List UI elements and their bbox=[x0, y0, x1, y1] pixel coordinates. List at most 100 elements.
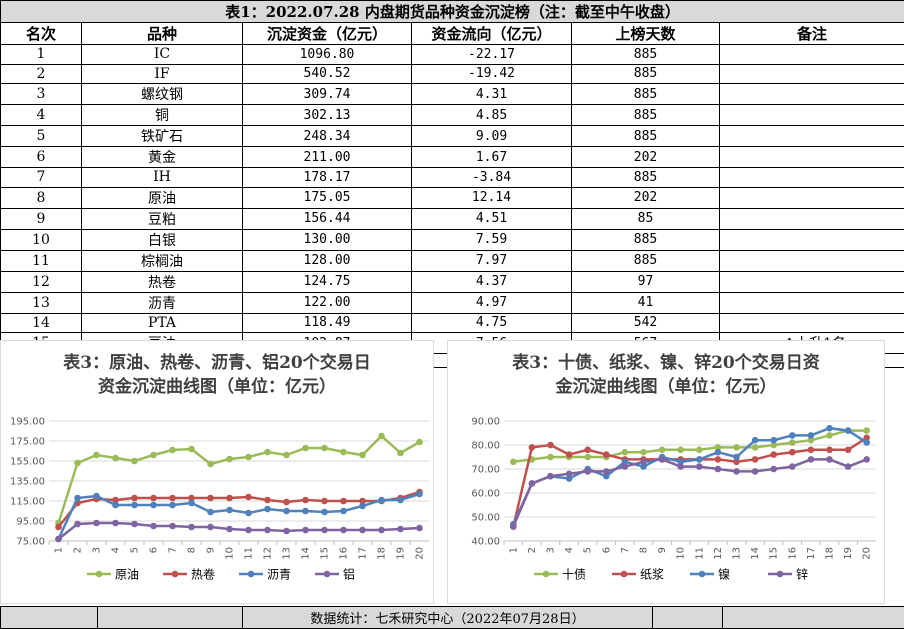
rank-cell: 14 bbox=[1, 313, 82, 333]
data-point bbox=[547, 473, 554, 480]
note-cell bbox=[720, 208, 904, 229]
footer-cell bbox=[1, 607, 98, 629]
rank-cell: 2 bbox=[1, 64, 82, 84]
variety-cell: PTA bbox=[82, 313, 243, 333]
x-tick-label: 20 bbox=[415, 547, 426, 560]
data-point bbox=[863, 427, 870, 434]
variety-cell: IC bbox=[82, 45, 243, 65]
data-point bbox=[770, 451, 777, 458]
legend-marker bbox=[777, 571, 784, 578]
data-point bbox=[112, 520, 119, 527]
flow-cell: 4.31 bbox=[412, 84, 572, 105]
data-point bbox=[826, 456, 833, 463]
data-point bbox=[863, 456, 870, 463]
data-point bbox=[677, 463, 684, 470]
data-point bbox=[378, 527, 385, 534]
x-tick-label: 14 bbox=[301, 547, 312, 560]
data-point bbox=[808, 432, 815, 439]
data-point bbox=[340, 449, 347, 456]
data-point bbox=[789, 432, 796, 439]
days-cell: 885 bbox=[572, 45, 720, 65]
data-point bbox=[264, 527, 271, 534]
data-point bbox=[207, 495, 214, 502]
data-point bbox=[416, 491, 423, 498]
data-point bbox=[547, 442, 554, 449]
data-point bbox=[416, 439, 423, 446]
legend-marker bbox=[248, 571, 255, 578]
flow-cell: 4.75 bbox=[412, 313, 572, 333]
data-point bbox=[283, 499, 290, 506]
days-cell: 542 bbox=[572, 313, 720, 333]
data-point bbox=[302, 497, 309, 504]
rank-cell: 3 bbox=[1, 84, 82, 105]
data-point bbox=[169, 523, 176, 530]
x-tick-label: 5 bbox=[130, 547, 141, 553]
data-point bbox=[112, 502, 119, 509]
fund-cell: 124.75 bbox=[243, 271, 412, 292]
note-cell bbox=[720, 105, 904, 126]
legend-label: 沥青 bbox=[267, 568, 291, 582]
variety-cell: 豆粕 bbox=[82, 208, 243, 229]
data-point bbox=[808, 456, 815, 463]
data-point bbox=[74, 495, 81, 502]
data-point bbox=[397, 450, 404, 457]
flow-cell: -22.17 bbox=[412, 45, 572, 65]
days-cell: 885 bbox=[572, 250, 720, 271]
chart-1-title-line-2: 资金沉淀曲线图（单位：亿元） bbox=[1, 375, 433, 399]
flow-cell: 4.85 bbox=[412, 105, 572, 126]
note-cell bbox=[720, 45, 904, 65]
footer-cell bbox=[653, 607, 723, 629]
days-cell: 97 bbox=[572, 271, 720, 292]
x-tick-label: 6 bbox=[149, 547, 160, 553]
data-point bbox=[863, 439, 870, 446]
data-point bbox=[226, 495, 233, 502]
note-cell bbox=[720, 187, 904, 208]
variety-cell: 棕榈油 bbox=[82, 250, 243, 271]
flow-cell: 12.14 bbox=[412, 187, 572, 208]
fund-cell: 1096.80 bbox=[243, 45, 412, 65]
data-point bbox=[529, 444, 536, 451]
variety-cell: 螺纹钢 bbox=[82, 84, 243, 105]
data-point bbox=[378, 497, 385, 504]
days-cell: 885 bbox=[572, 168, 720, 188]
days-cell: 41 bbox=[572, 292, 720, 313]
y-tick-label: 60.00 bbox=[471, 489, 500, 500]
flow-cell: 9.09 bbox=[412, 126, 572, 147]
x-tick-label: 15 bbox=[769, 547, 780, 560]
x-tick-label: 10 bbox=[676, 547, 687, 560]
x-tick-label: 5 bbox=[583, 547, 594, 553]
y-tick-label: 135.00 bbox=[10, 477, 45, 488]
data-point bbox=[226, 507, 233, 514]
data-point bbox=[150, 523, 157, 530]
data-point bbox=[752, 456, 759, 463]
rank-cell: 7 bbox=[1, 168, 82, 188]
data-point bbox=[74, 521, 81, 528]
data-point bbox=[845, 447, 852, 454]
footer-source: 数据统计：七禾研究中心（2022年07月28日） bbox=[243, 607, 653, 629]
data-point bbox=[131, 458, 138, 465]
column-header: 名次 bbox=[1, 23, 82, 45]
data-point bbox=[715, 466, 722, 473]
data-point bbox=[264, 449, 271, 456]
column-header: 资金流向（亿元） bbox=[412, 23, 572, 45]
data-point bbox=[93, 493, 100, 500]
data-point bbox=[752, 437, 759, 444]
x-tick-label: 7 bbox=[168, 547, 179, 553]
fund-cell: 248.34 bbox=[243, 126, 412, 147]
data-point bbox=[789, 463, 796, 470]
data-point bbox=[826, 425, 833, 432]
data-point bbox=[321, 498, 328, 505]
chart-2-title-line-1: 表3：十债、纸浆、镍、锌20个交易日资 bbox=[448, 351, 884, 375]
x-tick-label: 9 bbox=[206, 547, 217, 553]
fund-cell: 302.13 bbox=[243, 105, 412, 126]
data-point bbox=[603, 451, 610, 458]
column-header: 上榜天数 bbox=[572, 23, 720, 45]
data-point bbox=[169, 447, 176, 454]
data-point bbox=[226, 526, 233, 533]
data-point bbox=[359, 527, 366, 534]
